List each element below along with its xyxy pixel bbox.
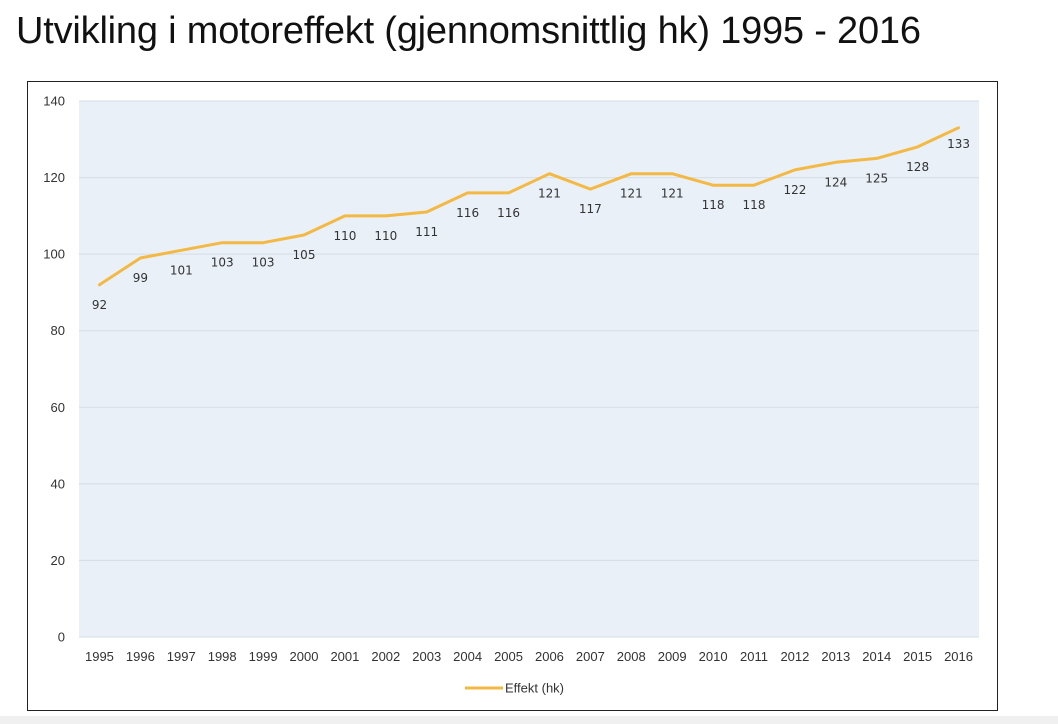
line-chart: 0 20 40 60 80 100 120 140 1995 1996 1997 1998 1999 2… xyxy=(43,94,979,696)
data-label: 99 xyxy=(133,271,148,285)
legend: Effekt (hk) xyxy=(465,681,564,696)
x-tick-label: 2012 xyxy=(780,649,809,664)
data-label: 125 xyxy=(865,171,888,185)
data-label: 103 xyxy=(252,256,275,270)
data-label: 110 xyxy=(374,229,397,243)
x-tick-label: 2010 xyxy=(699,649,728,664)
x-tick-label: 2000 xyxy=(290,649,319,664)
y-tick-label: 120 xyxy=(43,170,65,185)
data-label: 110 xyxy=(333,229,356,243)
x-tick-label: 2002 xyxy=(371,649,400,664)
x-tick-label: 1996 xyxy=(126,649,155,664)
x-tick-label: 2011 xyxy=(740,649,768,664)
data-label: 92 xyxy=(92,298,107,312)
page-title: Utvikling i motoreffekt (gjennomsnittlig… xyxy=(16,10,921,52)
x-tick-label: 2004 xyxy=(453,649,482,664)
data-label: 121 xyxy=(661,187,684,201)
bottom-strip xyxy=(0,716,1058,724)
data-label: 111 xyxy=(415,225,438,239)
x-tick-label: 1997 xyxy=(167,649,196,664)
y-tick-label: 60 xyxy=(51,400,65,415)
x-tick-label: 2007 xyxy=(576,649,605,664)
data-label: 128 xyxy=(906,160,929,174)
x-tick-label: 2005 xyxy=(494,649,523,664)
data-label: 116 xyxy=(456,206,479,220)
x-tick-label: 2013 xyxy=(821,649,850,664)
data-label: 103 xyxy=(211,256,234,270)
y-tick-label: 80 xyxy=(51,323,65,338)
chart-frame: 0 20 40 60 80 100 120 140 1995 1996 1997 1998 1999 2… xyxy=(27,81,998,711)
series-lines xyxy=(98,126,960,287)
x-tick-label: 1998 xyxy=(208,649,237,664)
gridlines xyxy=(79,100,979,638)
series-line-effekt xyxy=(98,126,960,287)
data-label: 121 xyxy=(538,187,561,201)
y-tick-label: 0 xyxy=(58,630,65,645)
y-tick-label: 100 xyxy=(43,247,65,262)
data-label: 133 xyxy=(947,137,970,151)
x-tick-label: 2003 xyxy=(412,649,441,664)
data-label: 118 xyxy=(743,198,766,212)
x-tick-label: 2016 xyxy=(944,649,973,664)
data-label: 101 xyxy=(170,263,193,277)
data-label: 122 xyxy=(783,183,806,197)
plot-area xyxy=(79,101,979,637)
data-label: 105 xyxy=(293,248,316,262)
x-tick-label: 2009 xyxy=(658,649,687,664)
data-label: 118 xyxy=(702,198,725,212)
data-label: 121 xyxy=(620,187,643,201)
y-tick-label: 140 xyxy=(43,94,65,109)
y-axis-tick-labels: 0 20 40 60 80 100 120 140 xyxy=(43,94,65,645)
data-label: 124 xyxy=(824,175,847,189)
x-tick-label: 2001 xyxy=(330,649,359,664)
x-tick-label: 1999 xyxy=(249,649,278,664)
y-tick-label: 20 xyxy=(51,553,65,568)
x-tick-label: 2006 xyxy=(535,649,564,664)
x-tick-label: 1995 xyxy=(85,649,114,664)
data-labels: 92 99 101 103 103 105 110 110 111 116 116 121 117 121… xyxy=(92,137,970,312)
data-label: 116 xyxy=(497,206,520,220)
x-tick-label: 2015 xyxy=(903,649,932,664)
legend-label: Effekt (hk) xyxy=(505,681,564,696)
x-tick-label: 2008 xyxy=(617,649,646,664)
y-tick-label: 40 xyxy=(51,476,65,491)
data-label: 117 xyxy=(579,202,602,216)
x-axis-tick-labels: 1995 1996 1997 1998 1999 2000 2001 2002 2003 2004… xyxy=(85,649,973,664)
x-tick-label: 2014 xyxy=(862,649,891,664)
